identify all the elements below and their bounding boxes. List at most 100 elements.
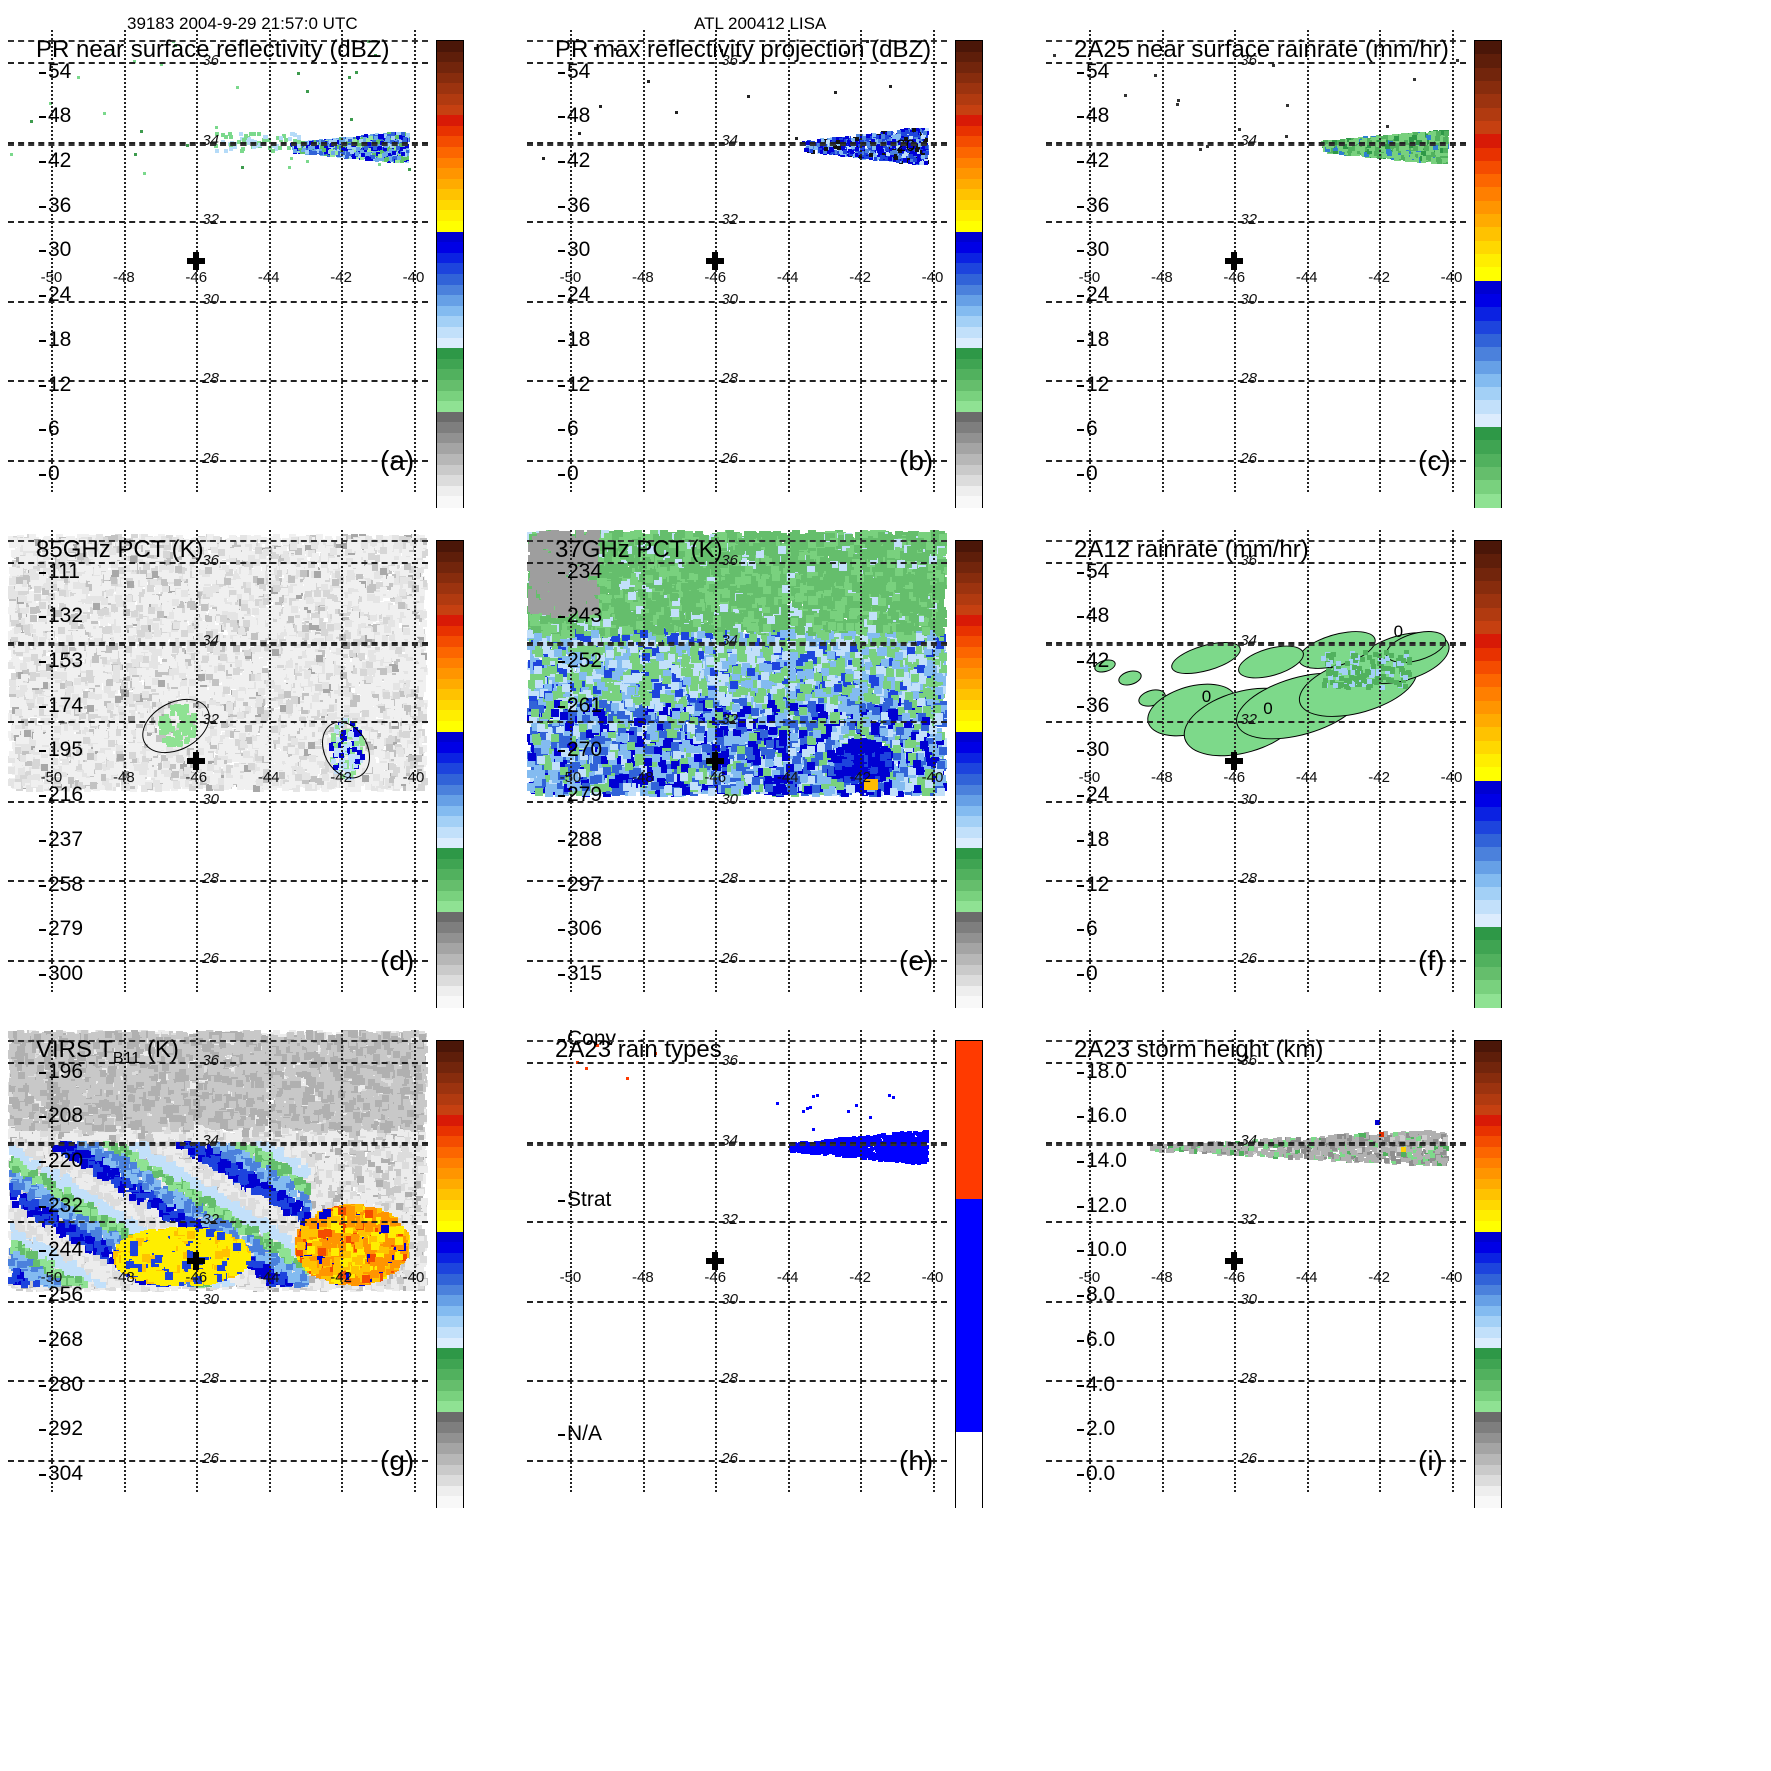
longitude-tick-label: -40 (403, 269, 425, 286)
gridline-longitude (341, 1030, 343, 1492)
latitude-tick-label: 30 (202, 1291, 219, 1308)
gridline-longitude (643, 530, 645, 992)
latitude-tick-label: 32 (721, 711, 738, 728)
colorbar-segment (1475, 781, 1501, 795)
colorbar-segment (1475, 294, 1501, 308)
colorbar-segment (437, 496, 463, 508)
gridline-longitude (1379, 1030, 1381, 1492)
colorbar-tick-label: 306 (567, 917, 602, 941)
colorbar-segment (1475, 834, 1501, 848)
latitude-tick-label: 28 (202, 1370, 219, 1387)
panel-f: 0 0 0 -50 -48 -46 -44 -42 -40 36 34 32 30 28 26 2A12 ra… (1046, 530, 1565, 1030)
isolated-pixel (1401, 1147, 1406, 1152)
colorbar-segment (1475, 554, 1501, 568)
latitude-tick-label: 28 (202, 870, 219, 887)
latitude-tick-label: 36 (721, 552, 738, 569)
colorbar-segment (1475, 334, 1501, 348)
colorbar-tick-label: 2.0 (1086, 1417, 1115, 1441)
panel-e: -50 -48 -46 -44 -42 -40 36 34 32 30 28 26 37GHz PCT … (527, 530, 1046, 1030)
colorbar-tick-label: 0 (567, 462, 579, 486)
colorbar-segment (1475, 68, 1501, 82)
panel-title-e: 37GHz PCT (K) (555, 536, 723, 564)
longitude-tick-label: -44 (1296, 1269, 1318, 1286)
colorbar-segment (956, 1041, 982, 1201)
contour-value-label: 0 (1263, 699, 1272, 719)
panel-title-subscript: B11 (113, 1050, 140, 1067)
storm-center-marker (1225, 752, 1243, 770)
gridline-longitude (124, 530, 126, 992)
latitude-tick-label: 26 (1240, 450, 1257, 467)
colorbar-tick-label: 6 (1086, 917, 1098, 941)
coastline (527, 644, 947, 646)
colorbar-tick-label: 232 (48, 1194, 83, 1218)
storm-center-marker (187, 1252, 205, 1270)
gridline-longitude (860, 1030, 862, 1492)
panel-title-i: 2A23 storm height (km) (1074, 1036, 1323, 1064)
coastline (1046, 1144, 1466, 1146)
colorbar (955, 1040, 983, 1508)
latitude-tick-label: 30 (721, 1291, 738, 1308)
colorbar-segment (1475, 281, 1501, 295)
longitude-tick-label: -42 (1368, 769, 1390, 786)
longitude-tick-label: -42 (849, 269, 871, 286)
colorbar-segment (1475, 427, 1501, 441)
colorbar-tick-label: 24 (1086, 283, 1109, 307)
latitude-tick-label: 32 (721, 1211, 738, 1228)
gridline-longitude (269, 1030, 271, 1492)
longitude-tick-label: -40 (1441, 1269, 1463, 1286)
colorbar-tick-label: 195 (48, 738, 83, 762)
colorbar-segment (1475, 241, 1501, 255)
latitude-tick-label: 28 (721, 1370, 738, 1387)
colorbar-tick-label: 153 (48, 649, 83, 673)
latitude-tick-label: 32 (1240, 711, 1257, 728)
latitude-tick-label: 26 (721, 1450, 738, 1467)
colorbar-segment (1475, 994, 1501, 1008)
panel-label-a: (a) (380, 445, 414, 477)
gridline-longitude (1307, 30, 1309, 492)
colorbar-segment (1475, 214, 1501, 228)
longitude-tick-label: -40 (922, 269, 944, 286)
colorbar-segment (1475, 927, 1501, 941)
latitude-tick-label: 34 (1240, 632, 1257, 649)
colorbar-gradient (1474, 540, 1502, 1008)
colorbar-tick-label: 48 (48, 104, 71, 128)
latitude-tick-label: 32 (721, 211, 738, 228)
colorbar-segment (1475, 187, 1501, 201)
panel-g: -50 -48 -46 -44 -42 -40 36 34 32 30 28 26 VIRS TB11 … (8, 1030, 527, 1530)
colorbar-segment (1475, 121, 1501, 135)
colorbar-tick-label: 4.0 (1086, 1373, 1115, 1397)
latitude-tick-label: 34 (1240, 1132, 1257, 1149)
gridline-longitude (124, 30, 126, 492)
panel-label-h: (h) (899, 1445, 933, 1477)
panel-title-main: VIRS T (36, 1036, 113, 1063)
gridline-longitude (414, 1030, 416, 1492)
longitude-tick-label: -46 (704, 1269, 726, 1286)
latitude-tick-label: 28 (202, 370, 219, 387)
colorbar (955, 540, 983, 1008)
colorbar-tick-label: 315 (567, 962, 602, 986)
colorbar-segment (1475, 54, 1501, 68)
longitude-tick-label: -44 (777, 269, 799, 286)
longitude-tick-label: -44 (777, 769, 799, 786)
colorbar-segment (1475, 661, 1501, 675)
colorbar-segment (1475, 161, 1501, 175)
colorbar-tick-label: 208 (48, 1104, 83, 1128)
longitude-tick-label: -48 (113, 1269, 135, 1286)
panel-label-e: (e) (899, 945, 933, 977)
longitude-tick-label: -48 (632, 769, 654, 786)
colorbar-tick-label: 132 (48, 604, 83, 628)
gridline-longitude (1452, 1030, 1454, 1492)
longitude-tick-label: -42 (330, 1269, 352, 1286)
colorbar-tick-label: 304 (48, 1462, 83, 1486)
gridline-longitude (1379, 530, 1381, 992)
colorbar-segment (956, 1199, 982, 1433)
latitude-tick-label: 30 (721, 791, 738, 808)
latitude-tick-label: 34 (721, 132, 738, 149)
colorbar-tick-label: 12 (567, 373, 590, 397)
contour-value-label: 0 (1394, 622, 1403, 642)
colorbar-tick-label: 237 (48, 828, 83, 852)
colorbar-tick-label: 6 (1086, 417, 1098, 441)
latitude-tick-label: 34 (721, 632, 738, 649)
colorbar-segment (1475, 727, 1501, 741)
latitude-tick-label: 26 (202, 1450, 219, 1467)
